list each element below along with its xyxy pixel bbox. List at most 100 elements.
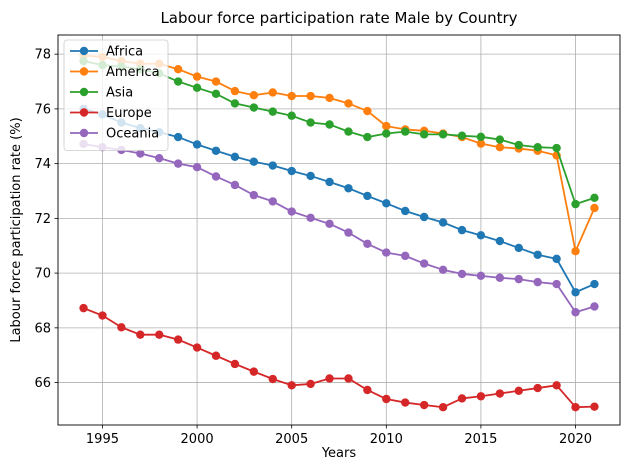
legend-item-oceania: Oceania [70, 127, 159, 142]
data-point-america [287, 91, 296, 101]
data-point-africa [306, 171, 315, 181]
plot-frame [57, 34, 621, 426]
data-point-oceania [514, 274, 523, 284]
legend-marker [79, 128, 89, 138]
data-point-asia [249, 103, 259, 112]
data-point-africa [173, 132, 183, 142]
data-point-oceania [230, 180, 240, 190]
data-point-america [363, 106, 372, 116]
data-point-europe [192, 343, 202, 352]
data-point-europe [306, 379, 315, 389]
data-point-africa [401, 206, 410, 216]
series-europe [79, 303, 599, 412]
legend-marker [79, 87, 89, 97]
x-axis: 1995 2000 2005 2010 2015 2020 [86, 425, 592, 447]
data-point-america [590, 203, 599, 213]
data-point-asia [533, 143, 542, 152]
chart-title: Labour force participation rate Male by … [160, 9, 517, 27]
y-tick-label: 68 [34, 321, 51, 336]
data-point-asia [230, 99, 240, 108]
data-point-america [192, 72, 202, 81]
data-point-america [571, 247, 580, 256]
data-point-africa [495, 236, 505, 246]
data-point-asia [306, 118, 315, 127]
legend-label: America [106, 65, 160, 80]
data-point-africa [211, 146, 221, 155]
data-point-europe [325, 374, 334, 383]
data-point-america [268, 88, 277, 97]
data-point-asia [590, 193, 599, 203]
data-point-oceania [438, 265, 448, 275]
data-point-africa [476, 231, 486, 240]
data-point-europe [249, 367, 259, 376]
data-point-asia [495, 135, 505, 144]
legend: Africa America Asia Europe Oceania [63, 39, 169, 151]
data-point-europe [476, 392, 486, 401]
data-point-africa [268, 161, 277, 170]
series-line-europe [83, 307, 595, 409]
x-tick-label: 2015 [464, 432, 497, 447]
data-point-america [476, 139, 486, 148]
data-point-asia [514, 140, 523, 150]
data-point-europe [571, 403, 580, 412]
data-point-europe [268, 374, 277, 384]
data-point-oceania [136, 149, 145, 158]
data-point-oceania [495, 273, 505, 282]
data-point-asia [552, 143, 561, 153]
x-axis-title: Years [321, 446, 357, 461]
data-point-asia [287, 111, 296, 120]
data-point-oceania [571, 308, 580, 317]
x-tick-label: 2005 [275, 432, 308, 447]
data-point-oceania [590, 302, 599, 311]
data-point-oceania [401, 251, 410, 261]
data-point-america [306, 91, 315, 101]
data-point-europe [533, 383, 542, 393]
data-point-oceania [533, 277, 542, 287]
data-point-europe [382, 394, 391, 404]
series-line-america [83, 54, 596, 253]
data-point-europe [136, 330, 145, 339]
data-point-africa [514, 243, 523, 253]
data-point-asia [363, 132, 372, 142]
data-point-africa [590, 279, 599, 289]
data-point-asia [419, 130, 429, 139]
data-point-oceania [192, 162, 202, 172]
data-point-asia [571, 199, 580, 209]
data-point-oceania [382, 248, 391, 257]
data-point-africa [363, 191, 372, 201]
data-point-oceania [325, 219, 334, 229]
legend-item-africa: Africa [70, 45, 143, 60]
data-point-europe [287, 381, 296, 390]
data-point-africa [230, 152, 240, 161]
series-oceania [79, 139, 599, 317]
legend-box [63, 39, 169, 151]
data-point-america [249, 91, 259, 100]
series-line-oceania [83, 143, 595, 314]
data-point-africa [533, 250, 542, 259]
y-tick-label: 74 [34, 157, 51, 172]
data-point-europe [552, 381, 561, 390]
data-point-america [230, 86, 240, 96]
data-point-europe [401, 398, 410, 407]
data-point-oceania [363, 239, 372, 249]
data-point-africa [382, 199, 391, 208]
data-point-africa [438, 218, 448, 227]
series-line-africa [83, 108, 595, 294]
y-tick-label: 72 [34, 212, 51, 227]
data-point-africa [552, 254, 561, 264]
data-point-america [344, 99, 353, 108]
series-line-asia [83, 60, 595, 206]
legend-item-asia: Asia [70, 86, 133, 101]
data-point-oceania [155, 153, 164, 163]
data-point-europe [363, 385, 372, 395]
data-point-africa [419, 212, 429, 222]
data-point-europe [117, 323, 126, 332]
data-point-oceania [552, 279, 561, 289]
data-point-oceania [419, 259, 429, 268]
y-tick-label: 70 [34, 267, 51, 282]
data-point-europe [590, 402, 599, 411]
data-point-asia [344, 127, 353, 136]
data-point-asia [268, 107, 277, 116]
data-point-asia [192, 83, 202, 93]
